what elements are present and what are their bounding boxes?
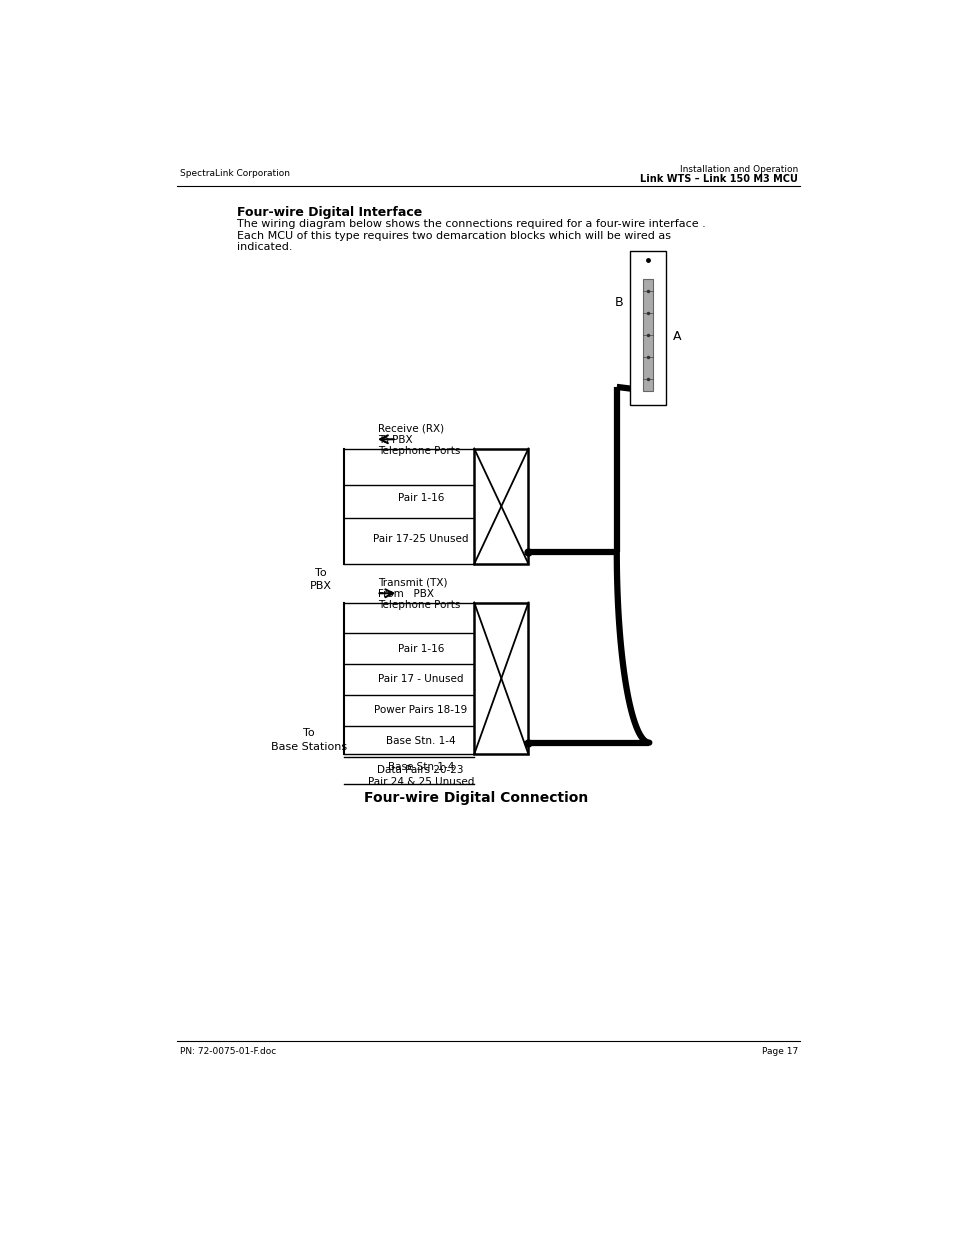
Text: SpectraLink Corporation: SpectraLink Corporation: [179, 169, 290, 178]
Text: Power Pairs 18-19: Power Pairs 18-19: [374, 705, 467, 715]
Text: Each MCU of this type requires two demarcation blocks which will be wired as: Each MCU of this type requires two demar…: [236, 231, 670, 241]
Bar: [474, 448, 528, 564]
Bar: [474, 603, 528, 755]
Text: Receive (RX): Receive (RX): [377, 424, 444, 433]
Text: B: B: [615, 295, 623, 309]
Text: Telephone Ports: Telephone Ports: [377, 446, 460, 456]
Bar: [629, 251, 665, 405]
Text: To PBX: To PBX: [377, 435, 413, 445]
Text: The wiring diagram below shows the connections required for a four-wire interfac: The wiring diagram below shows the conne…: [236, 219, 705, 228]
Text: Telephone Ports: Telephone Ports: [377, 600, 460, 610]
Text: Pair 24 & 25 Unused: Pair 24 & 25 Unused: [367, 777, 474, 787]
Text: To
Base Stations: To Base Stations: [271, 729, 347, 752]
Text: PN: 72-0075-01-F.doc: PN: 72-0075-01-F.doc: [179, 1047, 275, 1056]
Text: Pair 1-16: Pair 1-16: [397, 493, 443, 503]
Text: Installation and Operation: Installation and Operation: [679, 164, 798, 174]
Text: Base Stn. 1-4: Base Stn. 1-4: [386, 736, 456, 746]
Text: Pair 17 - Unused: Pair 17 - Unused: [377, 674, 463, 684]
Text: Pair 1-16: Pair 1-16: [397, 643, 443, 653]
Text: A: A: [673, 330, 681, 343]
Text: Transmit (TX): Transmit (TX): [377, 577, 447, 587]
Bar: [642, 279, 652, 390]
Text: Pair 17-25 Unused: Pair 17-25 Unused: [373, 535, 468, 545]
Text: From   PBX: From PBX: [377, 589, 434, 599]
Text: Four-wire Digital Connection: Four-wire Digital Connection: [363, 792, 587, 805]
Text: Base Stn.1-4: Base Stn.1-4: [387, 762, 454, 772]
Text: Link WTS – Link 150 M3 MCU: Link WTS – Link 150 M3 MCU: [639, 174, 798, 184]
Text: Page 17: Page 17: [761, 1047, 798, 1056]
Text: Data Pairs 20-23: Data Pairs 20-23: [377, 766, 463, 776]
Text: Four-wire Digital Interface: Four-wire Digital Interface: [236, 206, 422, 219]
Text: To
PBX: To PBX: [310, 568, 332, 592]
Text: indicated.: indicated.: [236, 242, 293, 252]
